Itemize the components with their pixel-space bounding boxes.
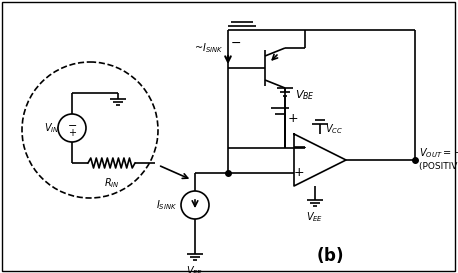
Text: $\bf{(b)}$: $\bf{(b)}$ [316,245,344,265]
Text: (POSITIVE VOLTAGE): (POSITIVE VOLTAGE) [419,162,458,171]
Text: $-$: $-$ [67,119,77,129]
Text: $V_{IN}$: $V_{IN}$ [44,121,60,135]
Text: ~$I_{SINK}$: ~$I_{SINK}$ [194,41,223,55]
Text: $I_{SINK}$: $I_{SINK}$ [156,198,177,212]
Text: $R_{IN}$: $R_{IN}$ [104,176,120,190]
Text: +: + [68,128,76,138]
Text: $V_{EE}$: $V_{EE}$ [306,210,324,224]
Text: $V_{OUT}=-V_{BE}$: $V_{OUT}=-V_{BE}$ [419,146,458,160]
Text: $V_{BE}$: $V_{BE}$ [295,88,315,102]
Text: $V_{CC}$: $V_{CC}$ [325,122,343,136]
Text: $+$: $+$ [287,111,299,124]
Text: $+$: $+$ [294,167,305,180]
Text: $-$: $-$ [230,35,241,49]
Text: $V_{EE}$: $V_{EE}$ [186,264,204,273]
Text: $-$: $-$ [294,141,305,153]
